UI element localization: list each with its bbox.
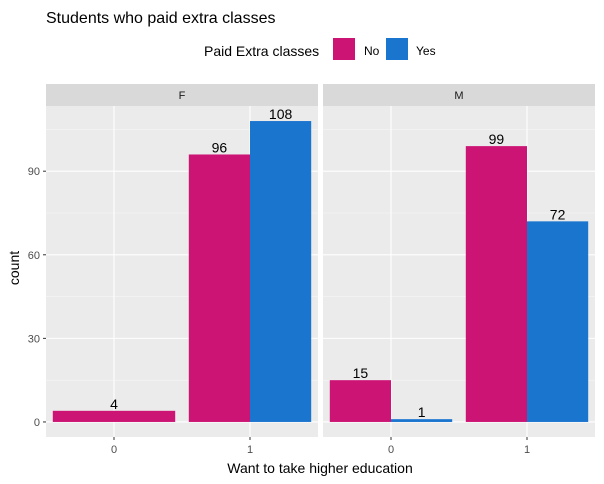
x-tick-label: 1 [247,444,253,456]
legend: Paid Extra classes No Yes [204,38,436,60]
chart-title: Students who paid extra classes [46,10,275,27]
y-axis-title: count [6,251,22,285]
legend-label-yes: Yes [416,44,436,58]
facet-strip-label: F [179,90,186,102]
facet-strip [323,84,595,106]
x-axis-title: Want to take higher education [227,460,413,476]
data-label: 15 [353,365,369,381]
legend-label-no: No [364,44,380,58]
y-tick-label: 0 [34,417,40,429]
data-label: 4 [110,396,118,412]
data-label: 72 [550,206,566,222]
x-tick-label: 1 [524,444,530,456]
facet-strip-label: M [454,90,463,102]
bar-m-1-yes [527,221,589,422]
y-tick-label: 90 [28,166,40,178]
x-tick-label: 0 [111,444,117,456]
legend-title: Paid Extra classes [204,43,319,59]
facet-panel-m: M 15 1 0 99 72 1 [323,84,595,456]
bar-m-0-yes [391,419,453,422]
bar-m-1-no [465,146,527,422]
y-axis: 0 30 60 90 [28,166,46,429]
legend-key-yes [386,38,408,60]
bar-f-1-no [188,154,250,422]
data-label: 99 [489,131,505,147]
facet-strip [46,84,318,106]
facet-panel-f: F 4 0 96 108 1 [46,84,318,456]
legend-key-no [333,38,355,60]
y-tick-label: 30 [28,333,40,345]
data-label: 96 [212,139,228,155]
data-label: 108 [269,106,293,122]
bar-m-0-no [329,380,391,422]
data-label: 1 [418,404,426,420]
bar-f-1-yes [250,121,312,422]
y-tick-label: 60 [28,250,40,262]
bar-f-0-no [52,410,176,422]
x-tick-label: 0 [388,444,394,456]
